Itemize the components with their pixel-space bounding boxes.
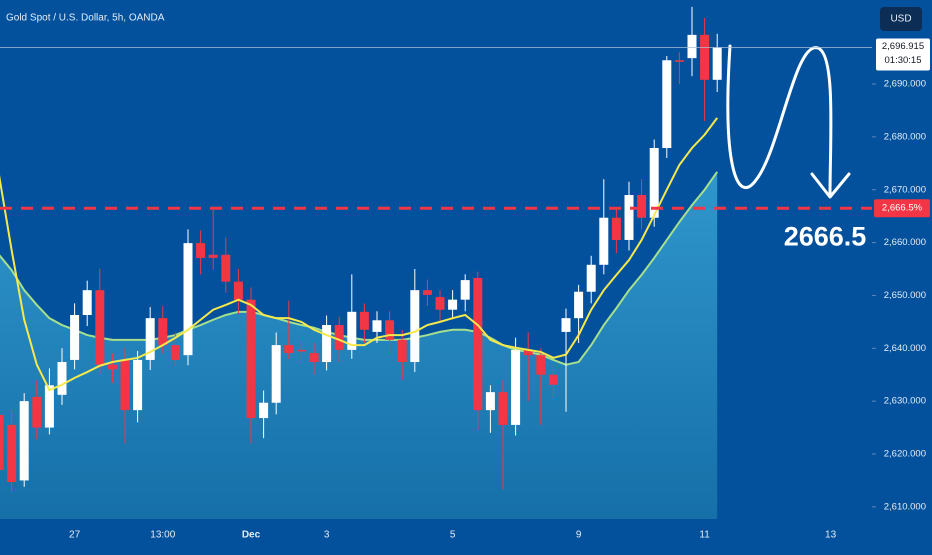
candle-body	[107, 364, 117, 370]
y-tick-label: 2,610.000	[884, 501, 926, 512]
x-tick-label: 13:00	[150, 530, 175, 541]
candle-body	[196, 243, 206, 258]
candle-body	[145, 318, 155, 360]
y-tick-label: 2,650.000	[884, 290, 926, 301]
x-tick-label: 5	[450, 530, 456, 541]
candle-body	[57, 362, 67, 395]
candle-body	[208, 254, 218, 258]
candle-body	[372, 320, 382, 332]
candle-body	[0, 414, 4, 470]
candle-body	[158, 318, 168, 346]
candle-body	[687, 34, 697, 59]
candle-body	[284, 345, 294, 354]
candle-body	[485, 392, 495, 411]
candle-body	[498, 392, 508, 425]
candle-body	[674, 60, 684, 62]
level-label: 2,666.5%	[882, 203, 923, 214]
y-tick-label: 2,670.000	[884, 184, 926, 195]
area-line	[0, 171, 719, 366]
level-annotation: 2666.5	[784, 221, 867, 251]
candle-body	[599, 217, 609, 265]
candle-body	[435, 297, 445, 310]
moving-average-line	[0, 117, 719, 392]
candle-body	[19, 401, 29, 481]
candle-body	[385, 320, 395, 340]
level-box	[874, 199, 930, 218]
x-tick-label: 9	[576, 530, 582, 541]
x-tick-label: 27	[69, 530, 81, 541]
candle-body	[347, 311, 357, 350]
candle-body	[561, 318, 571, 332]
candle-body	[662, 60, 672, 148]
candle-body	[70, 314, 80, 360]
candle-body	[397, 339, 407, 363]
candle-body	[410, 290, 420, 363]
candle-body	[523, 349, 533, 356]
x-tick-label: 3	[324, 530, 330, 541]
candle-body	[359, 311, 369, 330]
current-price-box	[876, 38, 930, 71]
y-tick-label: 2,680.000	[884, 131, 926, 142]
candle-body	[170, 345, 180, 360]
candle-body	[422, 290, 432, 295]
x-tick-label: Dec	[242, 530, 261, 541]
candle-body	[712, 47, 722, 80]
countdown-label: 01:30:15	[885, 55, 922, 66]
chart-title: Gold Spot / U.S. Dollar, 5h, OANDA	[6, 13, 165, 24]
candle-body	[296, 349, 306, 352]
plot-area	[0, 6, 722, 519]
candle-body	[511, 349, 521, 425]
y-tick-label: 2,630.000	[884, 396, 926, 407]
candle-body	[82, 290, 92, 315]
candle-body	[334, 325, 344, 350]
candle-body	[574, 291, 584, 319]
candle-body	[586, 264, 596, 292]
current-price-label: 2,696.915	[882, 41, 924, 52]
candle-body	[7, 424, 17, 483]
candle-body	[271, 345, 281, 403]
x-tick-label: 13	[825, 530, 837, 541]
candle-body	[548, 374, 558, 385]
candle-body	[322, 325, 332, 363]
y-tick-label: 2,640.000	[884, 343, 926, 354]
candle-body	[624, 195, 634, 240]
candle-body	[259, 402, 269, 419]
candle-body	[95, 290, 105, 365]
candle-body	[246, 299, 256, 419]
candle-body	[448, 299, 458, 310]
candle-body	[44, 385, 54, 428]
candle-body	[32, 396, 42, 428]
candle-body	[309, 353, 319, 363]
candle-body	[611, 217, 621, 240]
candle-body	[120, 359, 130, 411]
hand-drawn-arrow	[726, 44, 833, 198]
candle-body	[133, 359, 143, 411]
candle-body	[233, 281, 243, 300]
currency-label: USD	[890, 14, 911, 25]
candle-body	[460, 280, 470, 300]
candle-body	[183, 243, 193, 356]
arrow-head	[810, 172, 851, 199]
y-tick-label: 2,690.000	[884, 79, 926, 90]
currency-button[interactable]	[880, 7, 922, 31]
y-tick-label: 2,660.000	[884, 237, 926, 248]
candle-body	[649, 147, 659, 218]
candle-body	[700, 34, 710, 80]
candle-body	[536, 355, 546, 375]
candle-body	[221, 254, 231, 282]
candle-body	[637, 195, 647, 218]
candle-body	[473, 277, 483, 411]
y-tick-label: 2,620.000	[884, 449, 926, 460]
x-tick-label: 11	[699, 530, 710, 541]
